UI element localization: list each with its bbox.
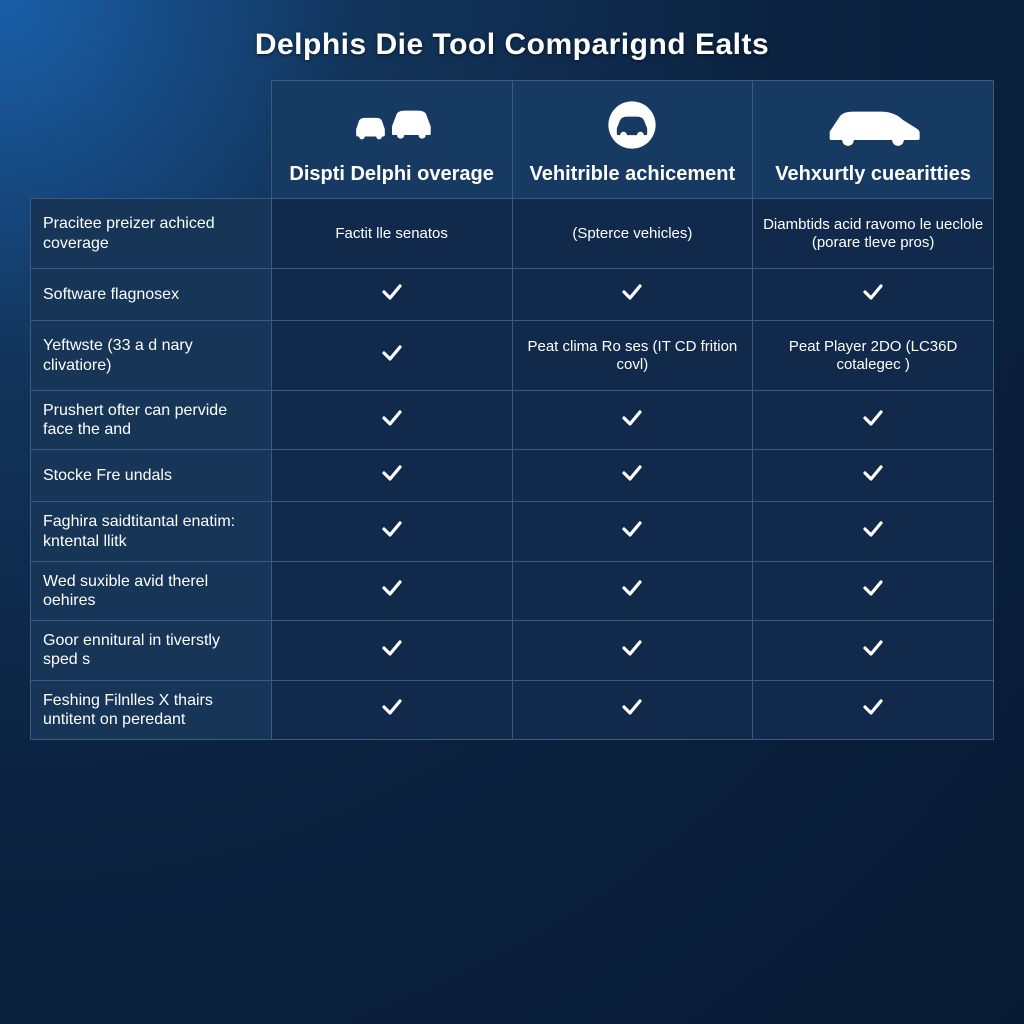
feature-check: [512, 621, 753, 680]
table-row: Yeftwste (33 a d nary clivatiore) Peat cl…: [31, 321, 994, 391]
two-cars-icon: [278, 95, 506, 155]
feature-value: (Spterce vehicles): [512, 199, 753, 269]
check-icon: [861, 695, 885, 724]
feature-check: [271, 269, 512, 321]
feature-check: [512, 680, 753, 739]
feature-check: [271, 450, 512, 502]
feature-check: [753, 680, 994, 739]
check-icon: [620, 280, 644, 309]
feature-check: [753, 391, 994, 450]
comparison-table: Dispti Delphi overage Vehitrible achicem…: [30, 80, 994, 740]
product-name: Dispti Delphi overage: [278, 163, 506, 186]
header-blank: [31, 81, 272, 199]
table-row: Stocke Fre undals: [31, 450, 994, 502]
check-icon: [861, 636, 885, 665]
table-row: Prushert ofter can pervide face the and: [31, 391, 994, 450]
page-title: Delphis Die Tool Comparignd Ealts: [30, 28, 994, 62]
feature-check: [753, 269, 994, 321]
feature-check: [271, 502, 512, 561]
table-row: Goor ennitural in tiverstly sped s: [31, 621, 994, 680]
feature-check: [753, 502, 994, 561]
check-icon: [380, 280, 404, 309]
feature-check: [512, 269, 753, 321]
check-icon: [380, 636, 404, 665]
check-icon: [620, 695, 644, 724]
feature-check: [753, 450, 994, 502]
product-header-1: Dispti Delphi overage: [271, 81, 512, 199]
feature-check: [271, 561, 512, 620]
feature-check: [271, 321, 512, 391]
feature-label: Stocke Fre undals: [31, 450, 272, 502]
feature-value: Diambtids acid ravomo le ueclole (porare…: [753, 199, 994, 269]
check-icon: [380, 576, 404, 605]
feature-check: [271, 621, 512, 680]
product-header-3: Vehxurtly cuearitties: [753, 81, 994, 199]
car-circle-icon: [519, 95, 747, 155]
product-name: Vehitrible achicement: [519, 163, 747, 186]
feature-label: Yeftwste (33 a d nary clivatiore): [31, 321, 272, 391]
feature-label: Wed suxible avid therel oehires: [31, 561, 272, 620]
check-icon: [861, 461, 885, 490]
table-row: Pracitee preizer achiced coverageFactit …: [31, 199, 994, 269]
feature-label: Prushert ofter can pervide face the and: [31, 391, 272, 450]
feature-label: Software flagnosex: [31, 269, 272, 321]
check-icon: [620, 406, 644, 435]
feature-check: [753, 561, 994, 620]
feature-value: Factit lle senatos: [271, 199, 512, 269]
check-icon: [380, 461, 404, 490]
feature-check: [753, 621, 994, 680]
check-icon: [620, 517, 644, 546]
check-icon: [861, 517, 885, 546]
check-icon: [861, 280, 885, 309]
product-name: Vehxurtly cuearitties: [759, 163, 987, 186]
check-icon: [620, 576, 644, 605]
check-icon: [620, 461, 644, 490]
check-icon: [620, 636, 644, 665]
table-row: Faghira saidtitantal enatim: kntental ll…: [31, 502, 994, 561]
feature-label: Faghira saidtitantal enatim: kntental ll…: [31, 502, 272, 561]
feature-value: Peat Player 2DO (LC36D cotalegec ): [753, 321, 994, 391]
check-icon: [380, 406, 404, 435]
check-icon: [380, 517, 404, 546]
table-row: Wed suxible avid therel oehires: [31, 561, 994, 620]
feature-check: [512, 391, 753, 450]
table-header-row: Dispti Delphi overage Vehitrible achicem…: [31, 81, 994, 199]
sedan-icon: [759, 95, 987, 155]
check-icon: [380, 695, 404, 724]
feature-value: Peat clima Ro ses (IT CD frition covl): [512, 321, 753, 391]
product-header-2: Vehitrible achicement: [512, 81, 753, 199]
check-icon: [861, 406, 885, 435]
table-row: Software flagnosex: [31, 269, 994, 321]
feature-check: [512, 450, 753, 502]
feature-check: [512, 502, 753, 561]
check-icon: [380, 341, 404, 370]
feature-check: [271, 680, 512, 739]
feature-label: Pracitee preizer achiced coverage: [31, 199, 272, 269]
feature-check: [512, 561, 753, 620]
feature-label: Feshing Filnlles X thairs untitent on pe…: [31, 680, 272, 739]
check-icon: [861, 576, 885, 605]
table-row: Feshing Filnlles X thairs untitent on pe…: [31, 680, 994, 739]
feature-check: [271, 391, 512, 450]
feature-label: Goor ennitural in tiverstly sped s: [31, 621, 272, 680]
